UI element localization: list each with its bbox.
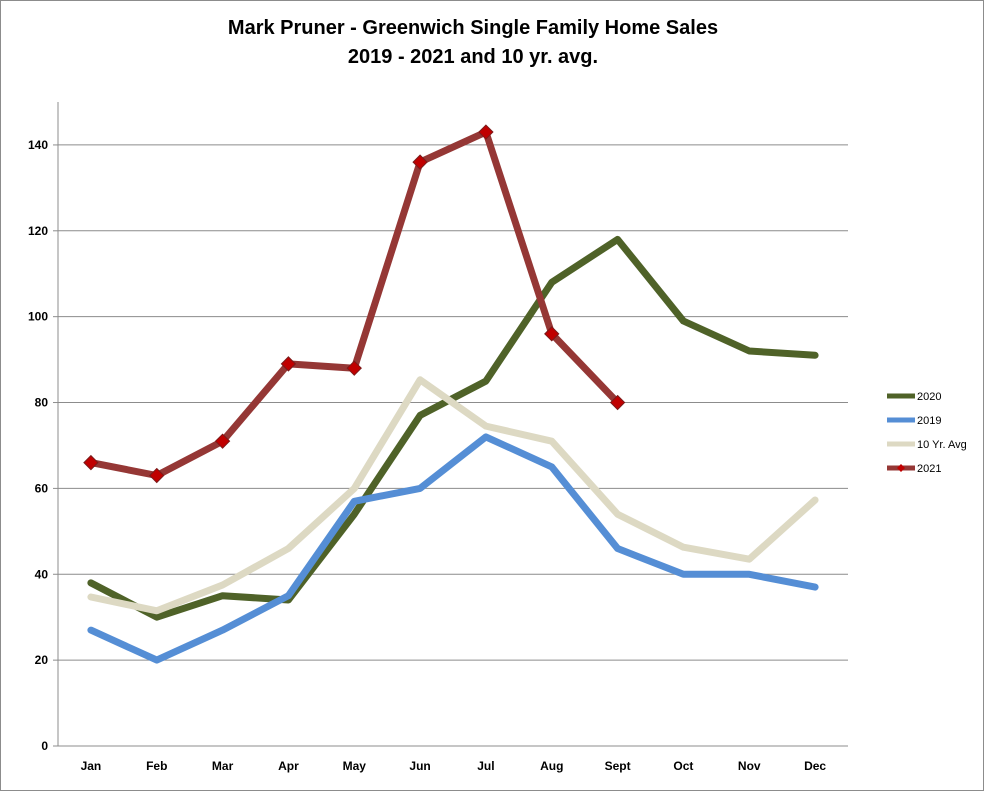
marker-2021-may — [346, 360, 362, 376]
x-tick-label-jan: Jan — [81, 759, 102, 773]
series-line-2020 — [87, 235, 819, 621]
marker-2021-jun — [412, 154, 428, 170]
y-tick-label: 120 — [28, 224, 48, 238]
series-line-2019 — [87, 433, 819, 664]
x-tick-label-nov: Nov — [738, 759, 761, 773]
x-tick-label-mar: Mar — [212, 759, 234, 773]
legend: 2020 2019 10 Yr. Avg 2021 — [887, 391, 967, 475]
y-tick-label: 0 — [41, 739, 48, 753]
x-tick-label-jul: Jul — [477, 759, 494, 773]
x-tick-label-oct: Oct — [673, 759, 693, 773]
marker-2021-aug — [544, 326, 560, 342]
legend-label-10-yr-avg: 10 Yr. Avg — [917, 439, 967, 451]
x-tick-label-sept: Sept — [605, 759, 631, 773]
legend-label-2020: 2020 — [917, 391, 941, 403]
series-line-2021 — [87, 128, 622, 479]
x-tick-label-dec: Dec — [804, 759, 826, 773]
x-tick-label-feb: Feb — [146, 759, 167, 773]
axes: 0 20 40 60 80 100 120 140 Jan Feb Mar Apr May Jun Jul A… — [28, 102, 848, 773]
x-tick-label-apr: Apr — [278, 759, 299, 773]
legend-label-2019: 2019 — [917, 415, 941, 427]
y-tick-label: 60 — [35, 481, 49, 495]
y-tick-label: 80 — [35, 396, 49, 410]
marker-2021-feb — [149, 467, 165, 484]
legend-marker-2021 — [897, 464, 905, 472]
y-tick-label: 20 — [35, 653, 49, 667]
marker-2021-sept — [609, 394, 626, 411]
chart-title: Mark Pruner - Greenwich Single Family Ho… — [227, 17, 719, 39]
series-lines — [87, 128, 819, 664]
legend-label-2021: 2021 — [917, 463, 941, 475]
x-tick-label-jun: Jun — [409, 759, 430, 773]
y-tick-label: 40 — [35, 567, 49, 581]
y-tick-label: 100 — [28, 310, 48, 324]
marker-2021-jul — [478, 124, 494, 140]
marker-2021-apr — [280, 356, 297, 372]
series-markers — [83, 124, 626, 484]
x-tick-label-aug: Aug — [540, 759, 563, 773]
marker-2021-mar — [214, 433, 231, 449]
y-tick-label: 140 — [28, 138, 48, 152]
chart-subtitle: 2019 - 2021 and 10 yr. avg. — [347, 46, 599, 68]
series-line-10-yr-avg — [87, 376, 819, 615]
marker-2021-jan — [83, 454, 99, 471]
x-tick-label-may: May — [343, 759, 367, 773]
